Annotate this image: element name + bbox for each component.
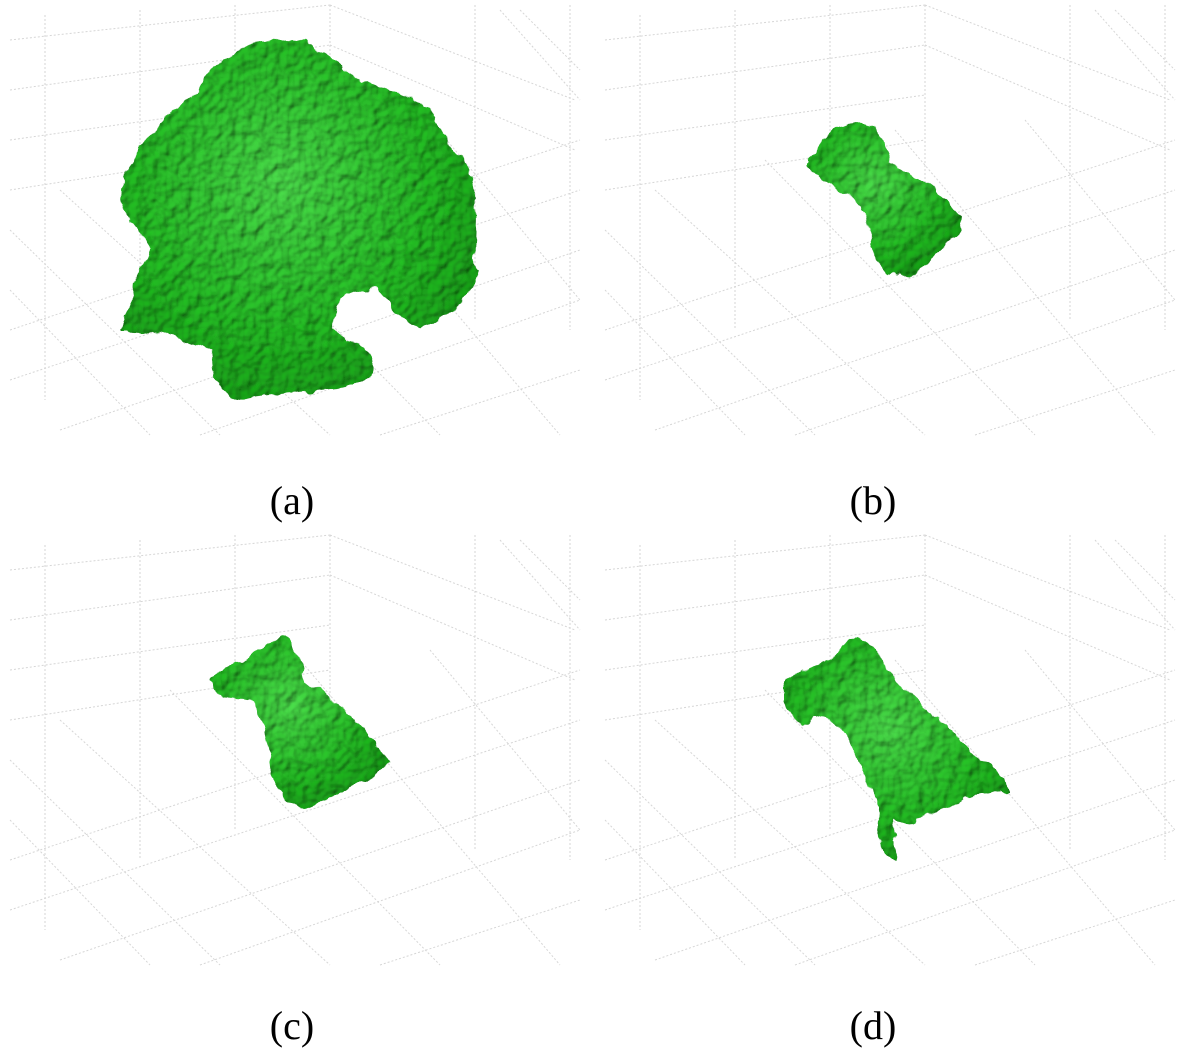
panel-label: (d): [850, 1003, 897, 1048]
panel-c: (c): [10, 535, 580, 1048]
surface: [805, 122, 962, 275]
panel-b: (b): [605, 5, 1175, 523]
panel-d: (d): [605, 535, 1175, 1048]
figure: (a) (b) (c) (d): [0, 0, 1183, 1061]
panel-a: (a): [10, 5, 580, 523]
surface: [120, 38, 480, 400]
panel-label: (c): [270, 1003, 314, 1048]
panel-label: (b): [850, 478, 897, 523]
page: (a) (b) (c) (d) (() => { const data = JS…: [0, 0, 1183, 1061]
panel-label: (a): [270, 478, 314, 523]
surface: [785, 638, 1015, 860]
